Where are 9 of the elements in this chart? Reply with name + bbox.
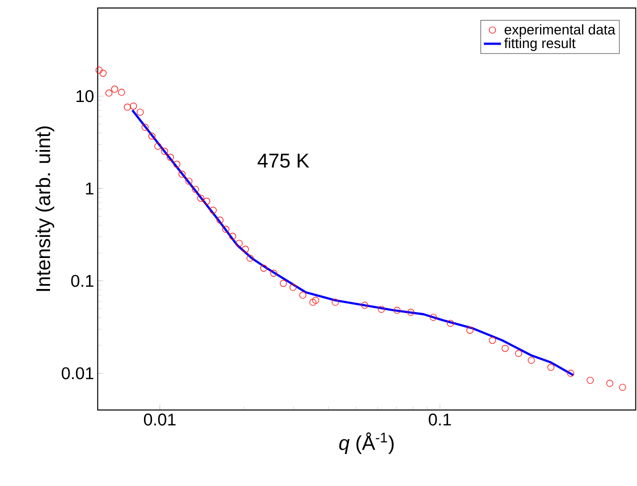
y-axis-title: Intensity (arb. uint) [36, 126, 54, 291]
y-tick-label: 0.01 [62, 367, 94, 380]
x-axis-title: q (Å$^{-1}$) [339, 432, 394, 454]
y-tick-label: 10 [76, 90, 94, 102]
legend-label: experimental data [504, 24, 616, 38]
legend-label: fitting result [504, 38, 576, 51]
annotation: 475 K [258, 154, 310, 168]
y-tick-label: 1 [86, 182, 94, 194]
y-tick-label: 0.1 [71, 274, 94, 287]
